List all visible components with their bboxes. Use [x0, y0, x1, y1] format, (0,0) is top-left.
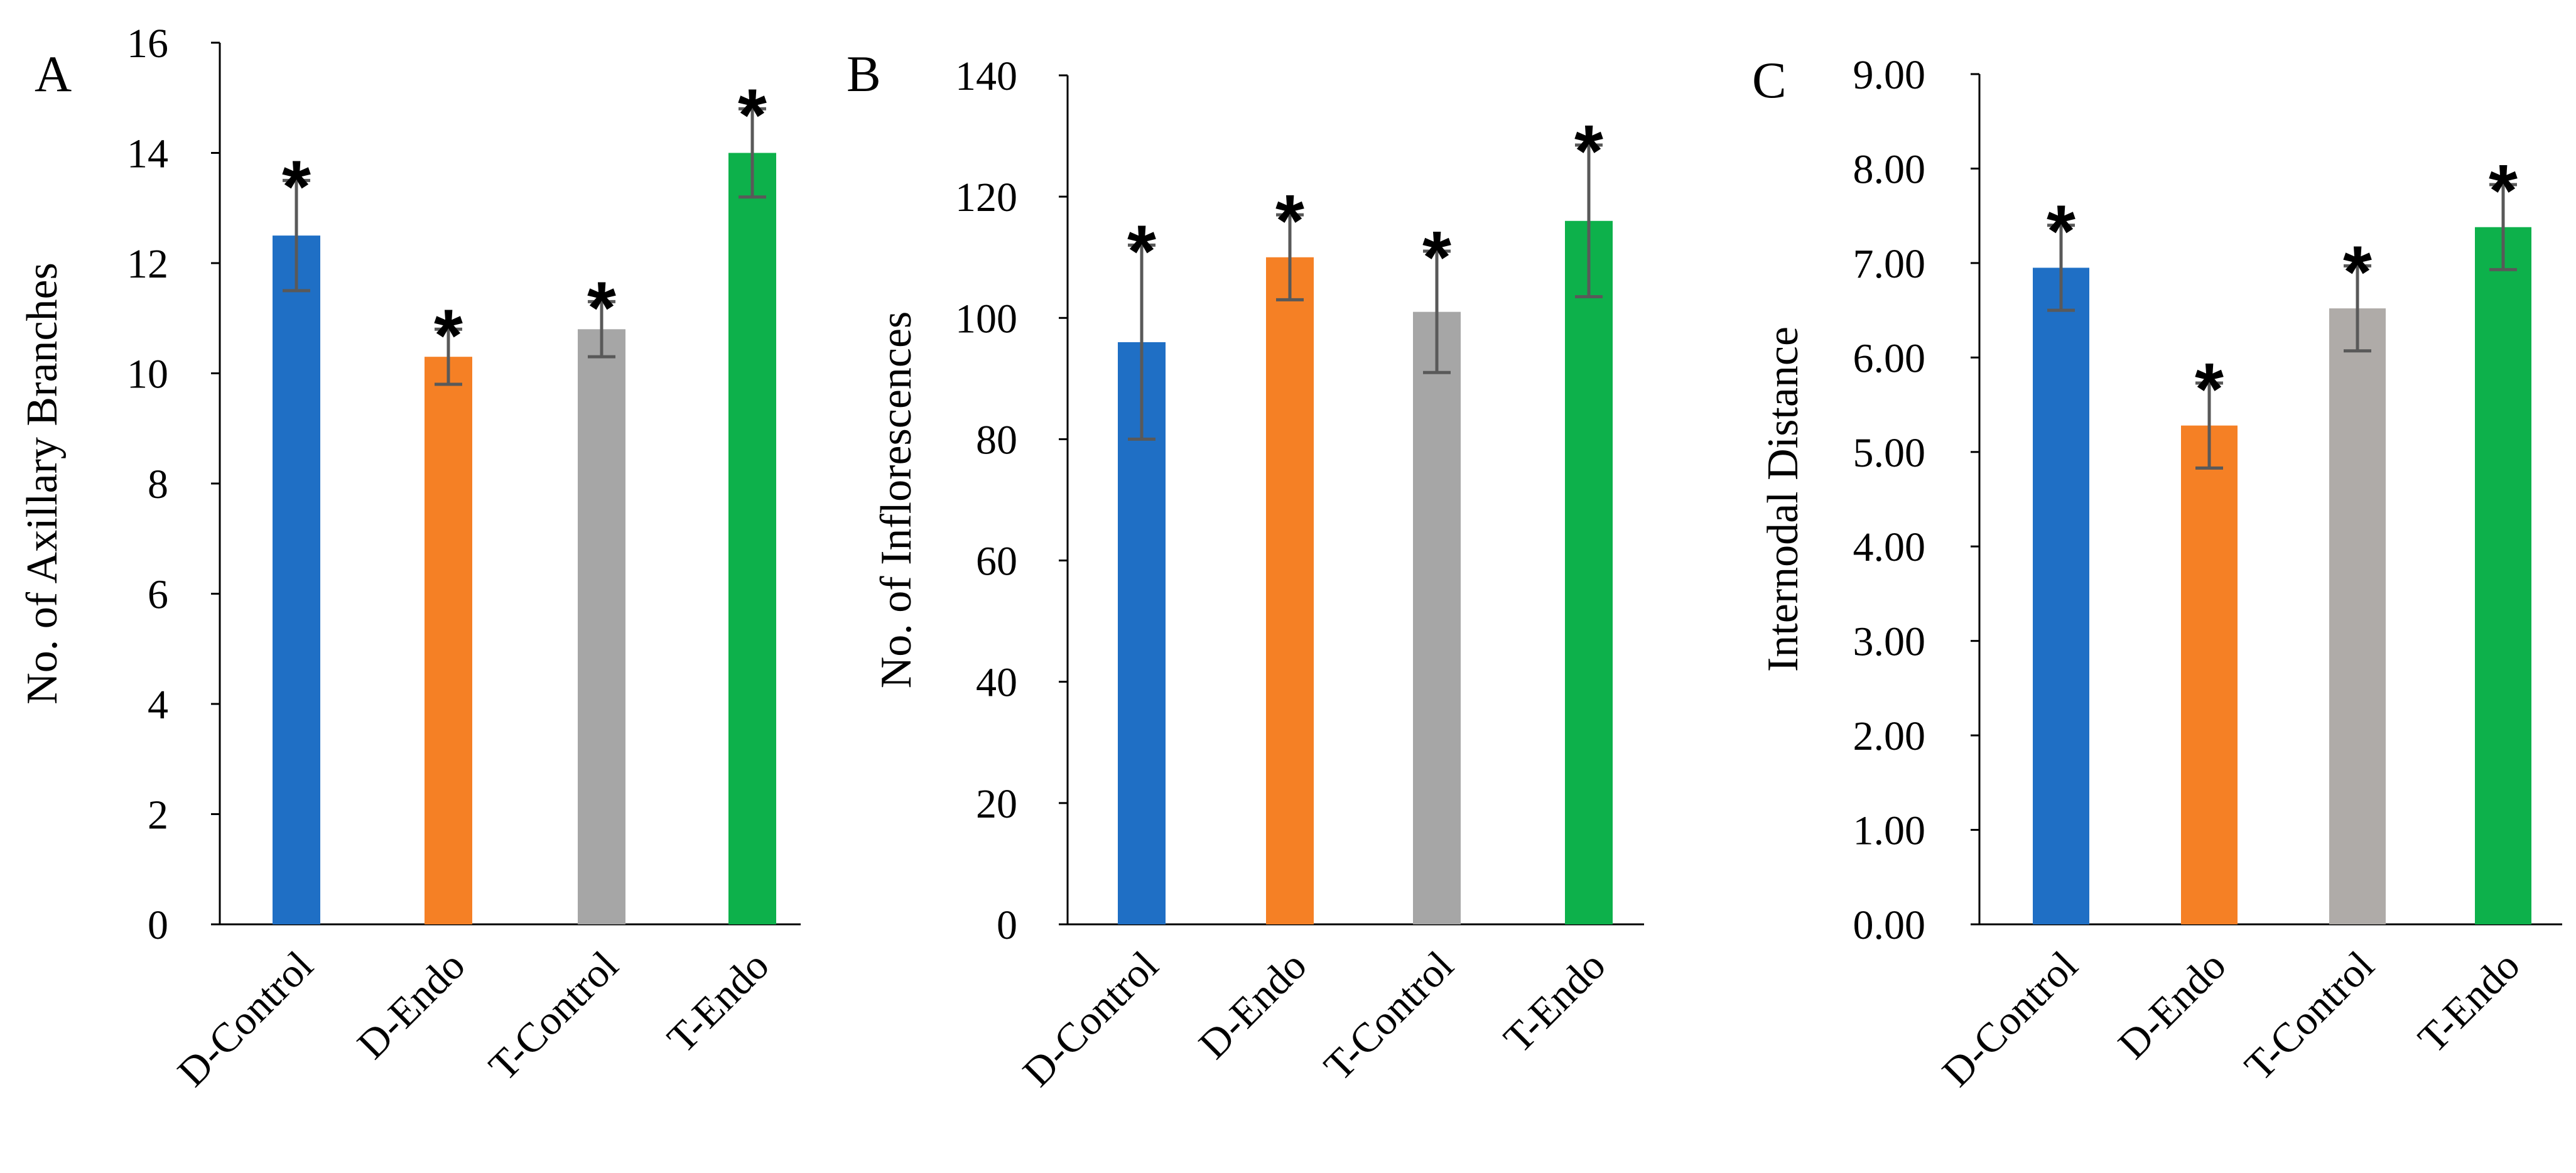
- panel-a: A No. of Axillary Branches 0 2 4 6 8 10 12 14 16 * D…: [18, 21, 801, 1095]
- x-tick-label: D-Control: [1014, 943, 1167, 1095]
- y-tick-label: 140: [955, 53, 1017, 99]
- y-tick-label: 4.00: [1853, 524, 1926, 570]
- significance-star: *: [1275, 180, 1304, 262]
- bar-t-control: [2329, 308, 2386, 924]
- bar-d-endo: [2181, 425, 2238, 924]
- y-axis-title: Internodal Distance: [1759, 327, 1807, 672]
- x-tick-label: D-Control: [1934, 943, 2086, 1095]
- bar-d-control: [273, 235, 320, 924]
- x-tick-label: T-Control: [1316, 943, 1463, 1089]
- y-tick-label: 80: [976, 417, 1017, 463]
- x-tick-label: D-Endo: [2109, 943, 2234, 1068]
- significance-star: *: [282, 145, 311, 228]
- y-tick-label: 7.00: [1853, 241, 1926, 287]
- y-axis-title: No. of Axillary Branches: [18, 262, 67, 705]
- y-tick-label: 5.00: [1853, 430, 1926, 476]
- bar-t-endo: [1565, 220, 1613, 924]
- y-tick-label: 1.00: [1853, 808, 1926, 854]
- bar-t-endo: [2475, 227, 2531, 925]
- y-tick-label: 10: [127, 352, 168, 397]
- significance-star: *: [587, 266, 616, 349]
- significance-star: *: [2343, 230, 2372, 313]
- y-tick-label: 0.00: [1853, 902, 1926, 948]
- x-tick-label: T-Endo: [659, 943, 778, 1062]
- bar-d-endo: [1266, 257, 1314, 924]
- significance-star: *: [1574, 110, 1603, 193]
- y-tick-label: 60: [976, 539, 1017, 585]
- significance-star: *: [1422, 216, 1451, 299]
- panel-letter: B: [847, 45, 881, 102]
- panel-c: C Internodal Distance 0.00 1.00 2.00 3.00 4.00…: [1752, 51, 2562, 1095]
- y-tick-label: 40: [976, 660, 1017, 706]
- x-tick-label: D-Endo: [1190, 943, 1315, 1068]
- significance-star: *: [2489, 149, 2518, 232]
- panel-b: B No. of Inflorescences 0 20 40 60 80 100 120 140…: [847, 45, 1644, 1095]
- y-tick-label: 2: [148, 792, 168, 838]
- y-tick-label: 6.00: [1853, 335, 1926, 381]
- y-tick-label: 0: [148, 902, 168, 948]
- significance-star: *: [434, 294, 463, 377]
- panel-letter: C: [1752, 51, 1787, 109]
- y-tick-label: 2.00: [1853, 713, 1926, 759]
- bar-d-endo: [425, 357, 472, 924]
- x-tick-label: D-Endo: [349, 943, 474, 1068]
- y-tick-label: 9.00: [1853, 52, 1926, 98]
- x-tick-label: D-Control: [169, 943, 322, 1095]
- y-tick-label: 14: [127, 131, 168, 177]
- bar-d-control: [2033, 268, 2089, 924]
- bar-t-control: [1413, 311, 1461, 925]
- panel-letter: A: [35, 45, 72, 102]
- bar-t-endo: [728, 153, 776, 924]
- significance-star: *: [1127, 210, 1156, 293]
- x-tick-label: T-Control: [2236, 943, 2383, 1089]
- y-tick-label: 20: [976, 781, 1017, 827]
- significance-star: *: [738, 73, 767, 156]
- y-tick-label: 120: [955, 175, 1017, 220]
- y-tick-label: 16: [127, 21, 168, 67]
- y-tick-label: 8: [148, 462, 168, 507]
- y-tick-label: 12: [127, 241, 168, 287]
- y-axis-title: No. of Inflorescences: [872, 311, 921, 689]
- x-tick-label: T-Endo: [1495, 943, 1615, 1062]
- y-tick-label: 0: [997, 902, 1017, 948]
- y-tick-label: 8.00: [1853, 146, 1926, 192]
- x-tick-label: T-Control: [480, 943, 627, 1089]
- y-tick-label: 3.00: [1853, 619, 1926, 665]
- y-tick-label: 4: [148, 682, 168, 728]
- y-tick-label: 6: [148, 572, 168, 618]
- y-tick-label: 100: [955, 296, 1017, 342]
- significance-star: *: [2195, 348, 2224, 431]
- x-tick-label: T-Endo: [2410, 943, 2529, 1062]
- significance-star: *: [2047, 190, 2075, 273]
- bar-t-control: [578, 329, 625, 924]
